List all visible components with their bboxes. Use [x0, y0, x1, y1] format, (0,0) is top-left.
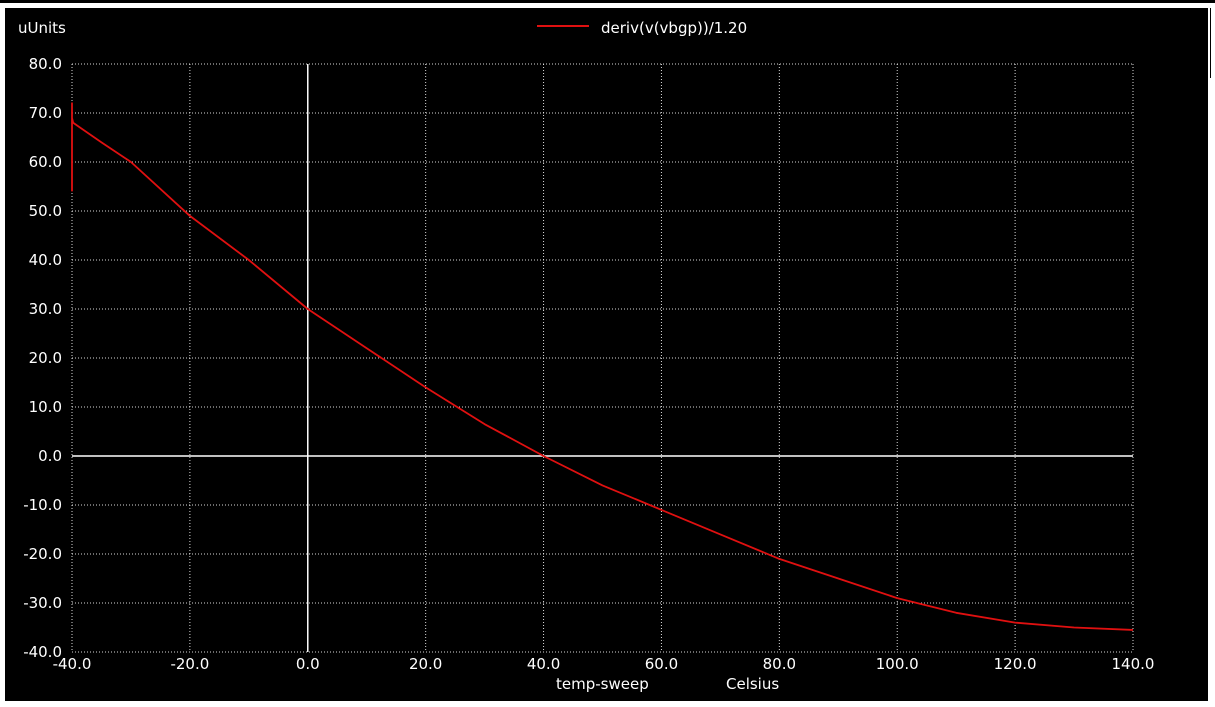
- y-tick-label: 10.0: [29, 398, 62, 416]
- y-axis-unit-label: uUnits: [18, 19, 66, 37]
- x-tick-label: 60.0: [645, 655, 678, 673]
- y-tick-label: 70.0: [29, 104, 62, 122]
- y-tick-label: 50.0: [29, 202, 62, 220]
- x-axis-label: temp-sweep: [556, 675, 649, 693]
- y-tick-label: -10.0: [23, 496, 62, 514]
- grid: [71, 63, 1134, 653]
- x-tick-label: 120.0: [994, 655, 1037, 673]
- y-tick-label: 80.0: [29, 55, 62, 73]
- legend[interactable]: deriv(v(vbgp))/1.20: [537, 19, 747, 37]
- x-tick-label: -20.0: [170, 655, 209, 673]
- x-axis-unit: Celsius: [726, 675, 779, 693]
- y-tick-label: 20.0: [29, 349, 62, 367]
- x-tick-labels: -40.0 -20.0 0.0 20.0 40.0 60.0 80.0 100.0 120.0 1…: [53, 655, 1155, 673]
- chart[interactable]: -40.0 -20.0 0.0 20.0 40.0 60.0 80.0 100.0 120.0 1…: [5, 8, 1208, 701]
- y-tick-label: 60.0: [29, 153, 62, 171]
- y-tick-label: 0.0: [38, 447, 62, 465]
- y-tick-label: -30.0: [23, 594, 62, 612]
- x-tick-label: 100.0: [876, 655, 919, 673]
- legend-entry[interactable]: deriv(v(vbgp))/1.20: [601, 19, 747, 37]
- x-tick-label: 20.0: [409, 655, 442, 673]
- y-tick-label: 30.0: [29, 300, 62, 318]
- window-top-border: [0, 0, 1215, 3]
- y-tick-label: -20.0: [23, 545, 62, 563]
- y-tick-label: -40.0: [23, 643, 62, 661]
- y-tick-label: 40.0: [29, 251, 62, 269]
- series-line: [71, 102, 1134, 631]
- side-panel-edge: [1210, 8, 1215, 78]
- x-tick-label: 40.0: [527, 655, 560, 673]
- x-tick-label: 140.0: [1112, 655, 1155, 673]
- axes: [72, 64, 1133, 652]
- x-tick-label: 0.0: [296, 655, 320, 673]
- traces: [71, 102, 1134, 631]
- y-tick-labels: 80.0 70.0 60.0 50.0 40.0 30.0 20.0 10.0 0.0 -10.0…: [23, 55, 62, 661]
- plot-panel[interactable]: -40.0 -20.0 0.0 20.0 40.0 60.0 80.0 100.0 120.0 1…: [5, 8, 1208, 701]
- x-tick-label: 80.0: [763, 655, 796, 673]
- x-tick-label: -40.0: [53, 655, 92, 673]
